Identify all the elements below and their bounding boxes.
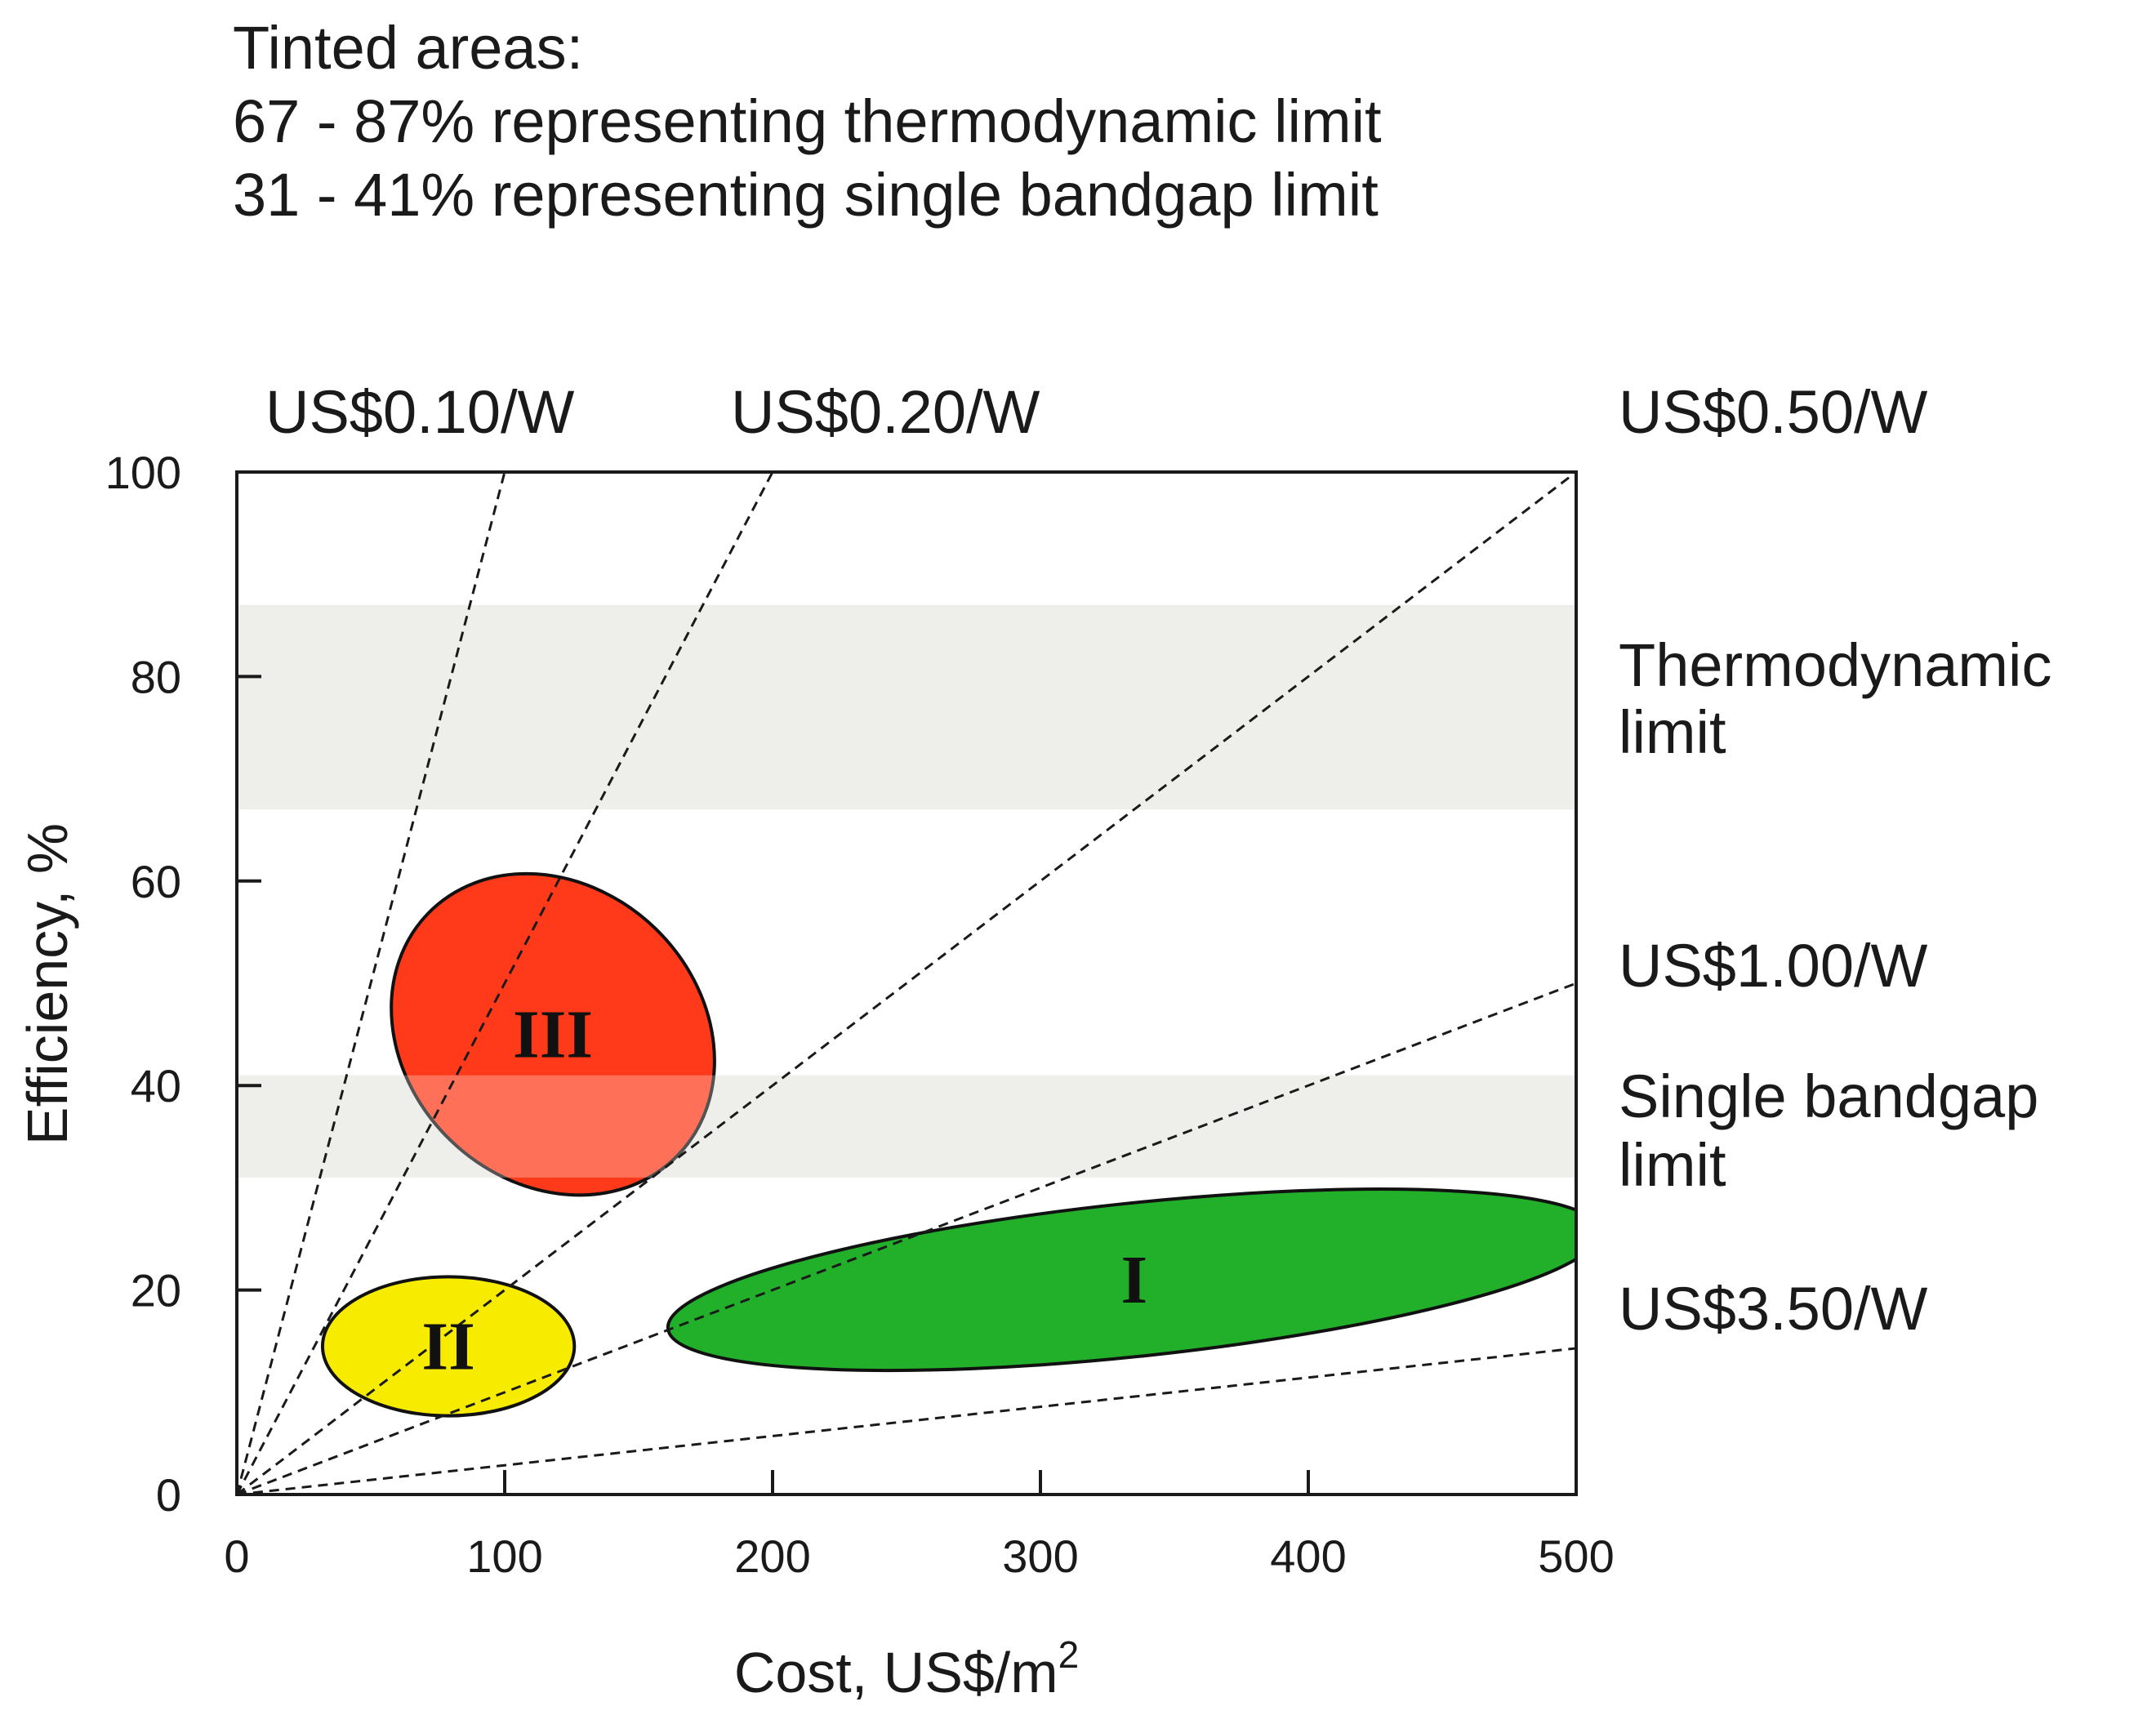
band-label-1-line1: Single bandgap	[1619, 1062, 2038, 1130]
x-tick-label-300: 300	[1002, 1530, 1078, 1582]
note-line-title: Tinted areas:	[233, 14, 584, 82]
cost-line-0-10	[237, 472, 506, 1495]
tinted-band-overlay-0	[237, 604, 1576, 810]
cost-line-0-50	[237, 472, 1576, 1495]
x-tick-label-0: 0	[224, 1530, 249, 1582]
cost-line-1-00	[237, 982, 1576, 1495]
tinted-band-overlay-1	[237, 1075, 1576, 1178]
region-III-label: III	[513, 997, 593, 1073]
y-tick-label-0: 0	[156, 1469, 181, 1521]
band-label-0-line1: Thermodynamic	[1619, 631, 2052, 699]
x-axis-label-superscript: 2	[1058, 1633, 1080, 1676]
y-axis-label: Efficiency, %	[16, 823, 79, 1145]
x-tick-label-500: 500	[1538, 1530, 1614, 1582]
cost-line-label-3-50: US$3.50/W	[1619, 1275, 1928, 1343]
cost-line-3-50	[237, 1347, 1576, 1495]
y-tick-label-20: 20	[131, 1265, 181, 1316]
cost-line-label-0-50: US$0.50/W	[1619, 378, 1928, 446]
region-III-ellipse	[390, 871, 716, 1197]
y-tick-label-80: 80	[131, 651, 181, 702]
cost-line-label-0-20: US$0.20/W	[731, 378, 1040, 446]
note-line-thermodynamic: 67 - 87% representing thermodynamic limi…	[233, 87, 1382, 155]
x-axis-label: Cost, US$/m2	[734, 1633, 1079, 1704]
x-tick-label-400: 400	[1270, 1530, 1346, 1582]
x-tick-label-100: 100	[466, 1530, 542, 1582]
band-label-1-line2: limit	[1619, 1131, 1726, 1199]
note-line-bandgap: 31 - 41% representing single bandgap lim…	[233, 161, 1379, 229]
cost-line-label-0-10: US$0.10/W	[265, 378, 575, 446]
region-II-label: II	[421, 1308, 474, 1384]
y-tick-label-60: 60	[131, 856, 181, 907]
x-tick-label-200: 200	[734, 1530, 810, 1582]
y-tick-label-40: 40	[131, 1060, 181, 1111]
cost-line-0-20	[237, 472, 774, 1495]
cost-line-label-1-00: US$1.00/W	[1619, 932, 1928, 1000]
y-tick-label-100: 100	[105, 447, 181, 498]
band-label-0-line2: limit	[1619, 698, 1726, 766]
tinted-areas-note: Tinted areas: 67 - 87% representing ther…	[233, 11, 1382, 232]
plot-frame	[235, 470, 1578, 1496]
region-I-label: I	[1120, 1242, 1147, 1318]
